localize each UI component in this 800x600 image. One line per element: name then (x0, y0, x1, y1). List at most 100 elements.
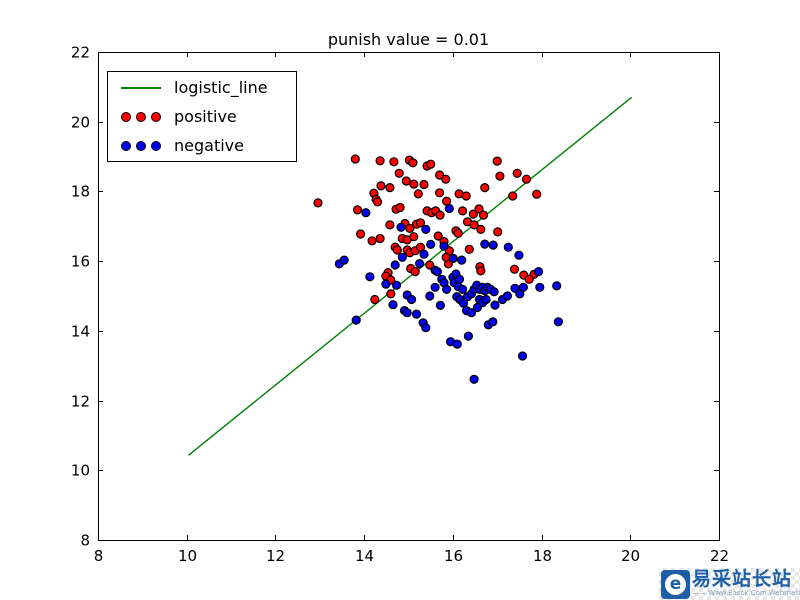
scatter-point-positive (350, 154, 360, 164)
y-tick-label: 22 (71, 44, 90, 62)
scatter-point-negative (407, 294, 417, 305)
scatter-point-negative (458, 284, 468, 294)
scatter-point-positive (474, 204, 484, 214)
scatter-point-negative (339, 255, 349, 265)
scatter-point-positive (395, 202, 405, 213)
scatter-point-negative (432, 267, 442, 277)
x-tick-label: 8 (94, 547, 104, 565)
scatter-point-negative (466, 308, 477, 318)
red-dot-icon (136, 111, 146, 122)
scatter-point-negative (481, 294, 491, 305)
scatter-point-negative (463, 331, 473, 341)
scatter-point-negative (518, 282, 529, 292)
legend-item-logistic-line: logistic_line (108, 73, 296, 102)
scatter-point-positive (512, 168, 522, 178)
scatter-point-positive (480, 183, 490, 193)
scatter-point-negative (388, 300, 398, 310)
scatter-point-negative (454, 274, 465, 284)
scatter-point-negative (448, 253, 458, 263)
scatter-point-positive (435, 188, 445, 198)
scatter-point-negative (365, 272, 375, 282)
scatter-point-positive (375, 156, 385, 166)
blue-dot-icon (151, 140, 161, 151)
blue-dot-icon (121, 140, 131, 151)
scatter-point-positive (476, 224, 486, 234)
scatter-point-negative (488, 317, 498, 327)
legend: logistic_line positive negative (107, 71, 297, 162)
plot-frame (98, 52, 720, 541)
scatter-point-negative (415, 259, 425, 269)
scatter-point-positive (415, 218, 426, 228)
scatter-point-negative (489, 287, 499, 297)
x-tick-label: 12 (266, 547, 285, 565)
scatter-point-positive (419, 179, 429, 190)
scatter-point-positive (409, 232, 419, 242)
scatter-point-negative (553, 317, 564, 327)
scatter-point-positive (509, 264, 520, 274)
x-tick-label: 20 (621, 547, 640, 565)
scatter-point-negative (421, 224, 431, 234)
scatter-point-negative (442, 284, 452, 294)
scatter-point-positive (461, 191, 471, 201)
red-dot-icon (151, 111, 161, 122)
scatter-point-negative (419, 249, 429, 259)
scatter-point-positive (478, 210, 489, 220)
scatter-point-negative (402, 308, 412, 318)
y-tick-label: 18 (71, 183, 90, 201)
scatter-point-negative (517, 351, 528, 361)
scatter-point-positive (441, 174, 451, 184)
scatter-point-positive (458, 206, 468, 216)
chart-title: punish value = 0.01 (327, 30, 490, 49)
scatter-point-negative (391, 280, 402, 290)
legend-item-negative: negative (108, 131, 296, 160)
scatter-point-positive (386, 289, 396, 299)
y-tick-label: 14 (71, 323, 90, 341)
scatter-point-positive (367, 236, 377, 246)
scatter-point-positive (356, 229, 366, 239)
x-tick-label: 18 (533, 547, 552, 565)
scatter-point-negative (397, 252, 407, 262)
scatter-point-negative (472, 302, 482, 313)
scatter-point-positive (464, 244, 474, 254)
scatter-point-positive (376, 181, 386, 191)
scatter-point-negative (381, 279, 391, 289)
scatter-point-positive (426, 159, 436, 169)
legend-positive-markers (108, 111, 174, 122)
scatter-point-positive (385, 183, 395, 193)
scatter-point-negative (421, 323, 431, 333)
scatter-point-positive (370, 294, 380, 305)
scatter-point-positive (372, 197, 383, 207)
scatter-point-positive (389, 157, 399, 167)
scatter-point-positive (468, 209, 478, 219)
scatter-point-negative (533, 267, 544, 277)
scatter-point-positive (433, 231, 443, 241)
scatter-point-positive (435, 210, 445, 220)
scatter-point-negative (514, 250, 524, 260)
scatter-point-negative (480, 239, 490, 249)
y-tick-label: 10 (71, 462, 90, 480)
scatter-point-positive (410, 267, 420, 277)
scatter-point-negative (502, 291, 512, 301)
scatter-point-positive (352, 205, 363, 215)
scatter-point-positive (521, 174, 532, 184)
scatter-point-negative (444, 203, 454, 214)
scatter-point-negative (361, 208, 371, 218)
scatter-point-negative (535, 282, 545, 292)
scatter-point-positive (469, 220, 479, 230)
scatter-point-negative (390, 260, 400, 270)
scatter-point-positive (408, 158, 418, 168)
scatter-point-positive (405, 223, 415, 233)
scatter-point-negative (488, 240, 498, 250)
y-tick-label: 8 (80, 532, 90, 550)
scatter-point-negative (396, 222, 406, 232)
scatter-point-positive (495, 171, 505, 181)
scatter-point-positive (532, 189, 542, 199)
legend-negative-markers (108, 140, 174, 151)
watermark-logo-glyph: e (665, 573, 686, 595)
scatter-point-positive (394, 168, 404, 178)
legend-label: positive (174, 107, 237, 126)
scatter-point-positive (435, 170, 445, 180)
scatter-point-positive (375, 233, 385, 244)
red-dot-icon (121, 111, 131, 122)
